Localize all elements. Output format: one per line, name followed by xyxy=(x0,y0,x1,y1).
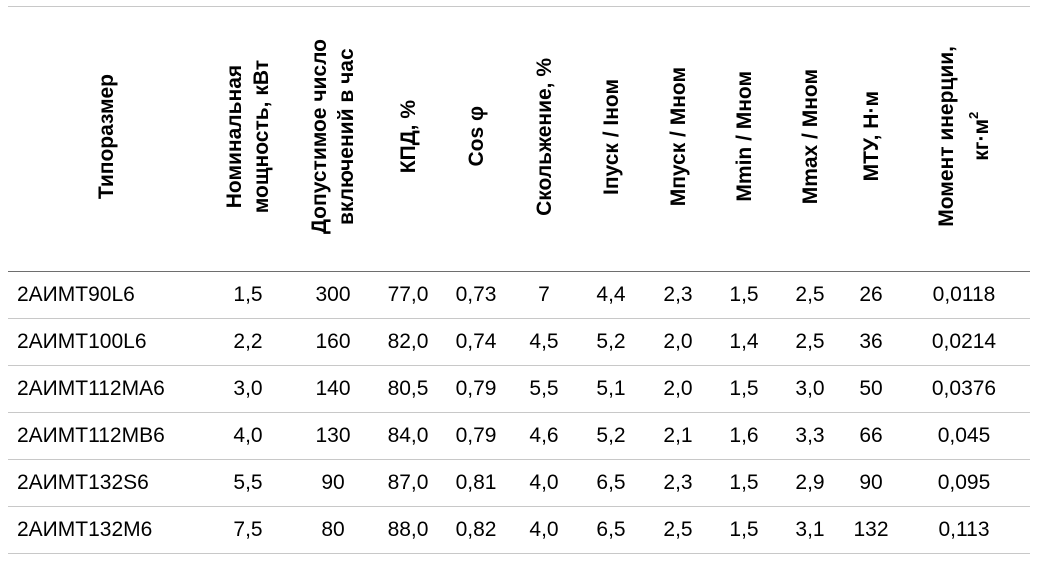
value-cell: 2,5 xyxy=(776,271,844,319)
value-cell: 36 xyxy=(844,318,898,366)
value-cell: 0,73 xyxy=(442,271,510,319)
value-cell: 2,1 xyxy=(644,412,712,460)
header-cell: Номинальная мощность, кВт xyxy=(204,6,292,272)
value-cell: 1,5 xyxy=(712,506,776,554)
value-cell: 160 xyxy=(292,318,374,366)
value-cell: 80 xyxy=(292,506,374,554)
model-cell: 2АИМТ100L6 xyxy=(8,318,204,366)
header-cell: МТУ, Н·м xyxy=(844,6,898,272)
value-cell: 300 xyxy=(292,271,374,319)
value-cell: 3,0 xyxy=(776,365,844,413)
value-cell: 4,0 xyxy=(510,506,578,554)
value-cell: 77,0 xyxy=(374,271,442,319)
value-cell: 0,095 xyxy=(898,459,1030,507)
value-cell: 0,045 xyxy=(898,412,1030,460)
value-cell: 130 xyxy=(292,412,374,460)
value-cell: 2,3 xyxy=(644,459,712,507)
model-cell: 2АИМТ132S6 xyxy=(8,459,204,507)
value-cell: 2,9 xyxy=(776,459,844,507)
header-row: Типоразмер Номинальная мощность, кВт Допу… xyxy=(8,6,1030,272)
value-cell: 5,5 xyxy=(510,365,578,413)
value-cell: 2,0 xyxy=(644,318,712,366)
model-cell: 2АИМТ90L6 xyxy=(8,271,204,319)
value-cell: 0,74 xyxy=(442,318,510,366)
value-cell: 0,113 xyxy=(898,506,1030,554)
value-cell: 1,6 xyxy=(712,412,776,460)
value-cell: 0,79 xyxy=(442,412,510,460)
value-cell: 6,5 xyxy=(578,506,644,554)
value-cell: 90 xyxy=(292,459,374,507)
header-cell: Типоразмер xyxy=(8,6,204,272)
model-cell: 2АИМТ112МВ6 xyxy=(8,412,204,460)
value-cell: 0,81 xyxy=(442,459,510,507)
value-cell: 2,5 xyxy=(776,318,844,366)
table-row: 2АИМТ132М6 7,5 80 88,0 0,82 4,0 6,5 2,5 1,5 3,1 13… xyxy=(8,506,1030,554)
value-cell: 1,5 xyxy=(204,271,292,319)
value-cell: 4,0 xyxy=(510,459,578,507)
motor-specs-table: Типоразмер Номинальная мощность, кВт Допу… xyxy=(8,6,1030,554)
value-cell: 0,0118 xyxy=(898,271,1030,319)
value-cell: 5,1 xyxy=(578,365,644,413)
value-cell: 132 xyxy=(844,506,898,554)
header-cell: Допустимое число включений в час xyxy=(292,6,374,272)
header-cell: Cos φ xyxy=(442,6,510,272)
value-cell: 0,0214 xyxy=(898,318,1030,366)
value-cell: 2,2 xyxy=(204,318,292,366)
value-cell: 26 xyxy=(844,271,898,319)
value-cell: 5,2 xyxy=(578,412,644,460)
model-cell: 2АИМТ112МА6 xyxy=(8,365,204,413)
value-cell: 4,6 xyxy=(510,412,578,460)
value-cell: 5,2 xyxy=(578,318,644,366)
value-cell: 0,0376 xyxy=(898,365,1030,413)
value-cell: 4,0 xyxy=(204,412,292,460)
header-cell: Мпуск / Мном xyxy=(644,6,712,272)
header-cell: Mmax / Мном xyxy=(776,6,844,272)
value-cell: 80,5 xyxy=(374,365,442,413)
value-cell: 0,79 xyxy=(442,365,510,413)
header-cell: Iпуск / Iном xyxy=(578,6,644,272)
header-cell: Момент инерции, кг·м2 xyxy=(898,6,1030,272)
value-cell: 7,5 xyxy=(204,506,292,554)
value-cell: 90 xyxy=(844,459,898,507)
value-cell: 4,5 xyxy=(510,318,578,366)
value-cell: 66 xyxy=(844,412,898,460)
value-cell: 3,3 xyxy=(776,412,844,460)
value-cell: 4,4 xyxy=(578,271,644,319)
value-cell: 6,5 xyxy=(578,459,644,507)
value-cell: 84,0 xyxy=(374,412,442,460)
header-cell: Mmin / Мном xyxy=(712,6,776,272)
value-cell: 140 xyxy=(292,365,374,413)
value-cell: 1,4 xyxy=(712,318,776,366)
value-cell: 7 xyxy=(510,271,578,319)
value-cell: 2,5 xyxy=(644,506,712,554)
header-cell: КПД, % xyxy=(374,6,442,272)
value-cell: 0,82 xyxy=(442,506,510,554)
value-cell: 2,3 xyxy=(644,271,712,319)
model-cell: 2АИМТ132М6 xyxy=(8,506,204,554)
table-row: 2АИМТ112МА6 3,0 140 80,5 0,79 5,5 5,1 2,0 1,5 3,0… xyxy=(8,365,1030,413)
value-cell: 3,1 xyxy=(776,506,844,554)
table-row: 2АИМТ90L6 1,5 300 77,0 0,73 7 4,4 2,3 1,5 2,5 26 0,… xyxy=(8,271,1030,319)
table-row: 2АИМТ100L6 2,2 160 82,0 0,74 4,5 5,2 2,0 1,4 2,5 3… xyxy=(8,318,1030,366)
value-cell: 1,5 xyxy=(712,365,776,413)
table-row: 2АИМТ112МВ6 4,0 130 84,0 0,79 4,6 5,2 2,1 1,6 3,3… xyxy=(8,412,1030,460)
value-cell: 2,0 xyxy=(644,365,712,413)
table-row: 2АИМТ132S6 5,5 90 87,0 0,81 4,0 6,5 2,3 1,5 2,9 90… xyxy=(8,459,1030,507)
value-cell: 87,0 xyxy=(374,459,442,507)
header-cell: Скольжение, % xyxy=(510,6,578,272)
value-cell: 1,5 xyxy=(712,459,776,507)
value-cell: 5,5 xyxy=(204,459,292,507)
value-cell: 1,5 xyxy=(712,271,776,319)
value-cell: 88,0 xyxy=(374,506,442,554)
value-cell: 82,0 xyxy=(374,318,442,366)
value-cell: 50 xyxy=(844,365,898,413)
value-cell: 3,0 xyxy=(204,365,292,413)
